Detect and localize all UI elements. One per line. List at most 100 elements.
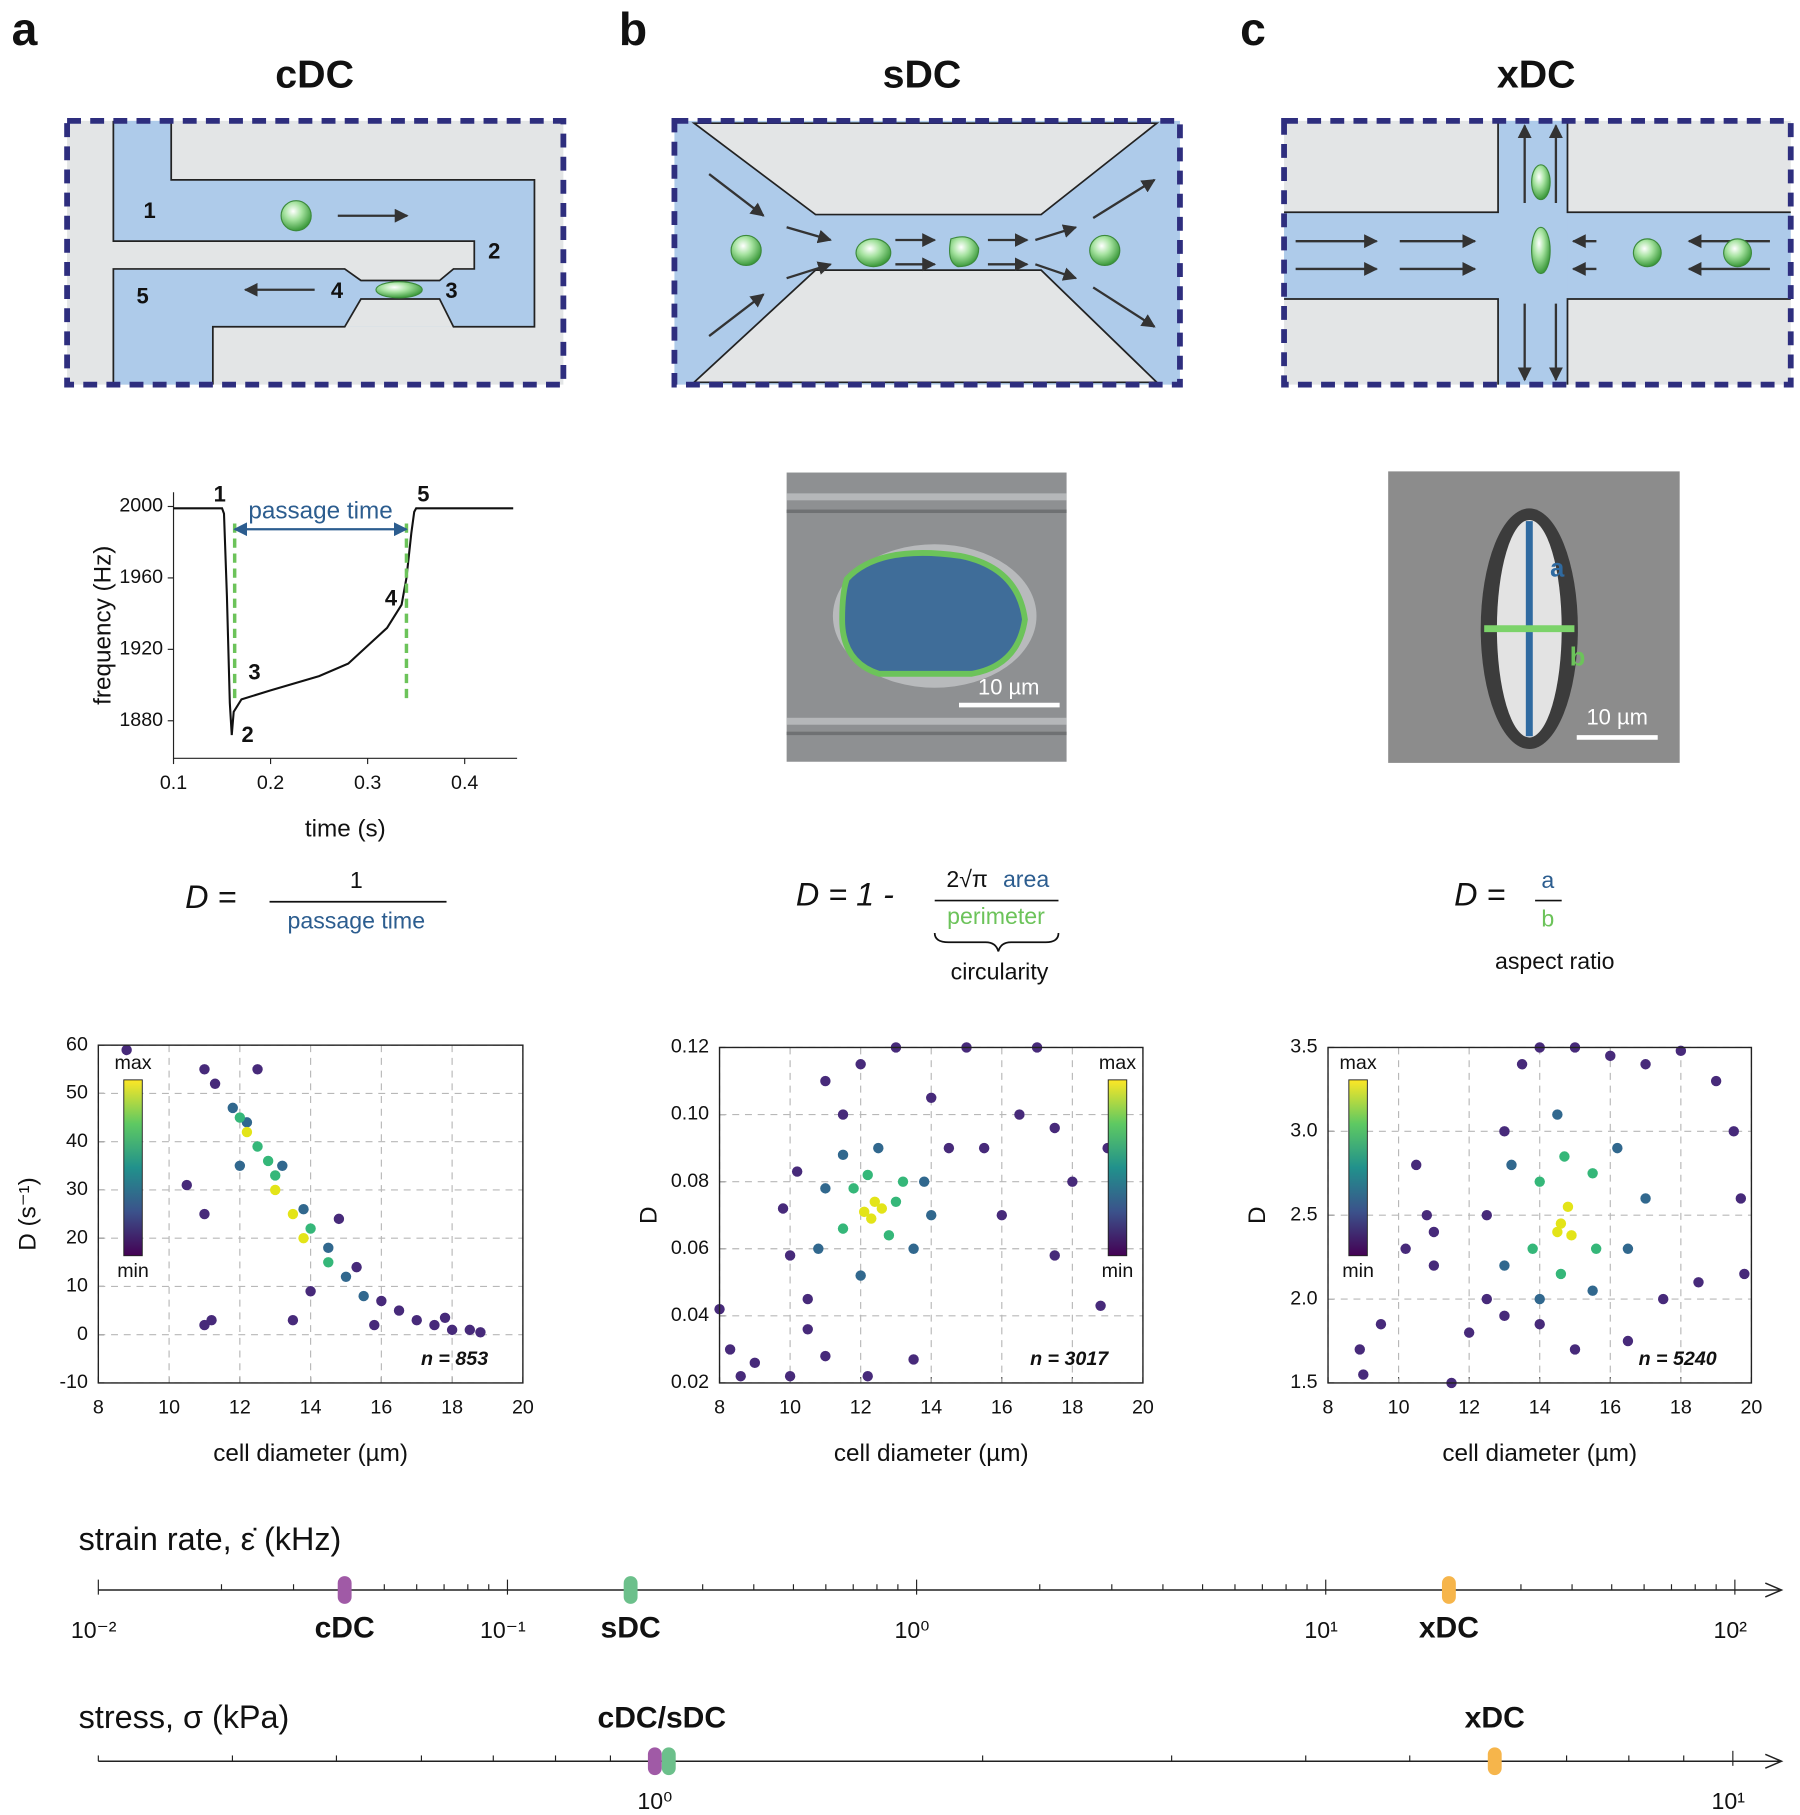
annotation: 1 [214,481,226,506]
point [206,1315,217,1326]
point [323,1242,334,1254]
point [1693,1277,1704,1288]
point [1499,1260,1510,1271]
point [848,1183,859,1194]
point [1587,1168,1598,1179]
channel-diagram-a-part [280,200,312,232]
x-axis-label: time (s) [305,815,386,842]
arrow-label: passage time [248,497,392,524]
x-tick-label: 12 [1458,1397,1480,1419]
point [270,1184,281,1196]
colorbar-label: max [1340,1052,1377,1074]
point [181,1179,192,1191]
point [429,1319,440,1331]
y-tick-label: 3.0 [1290,1120,1317,1142]
point [873,1142,884,1154]
y-tick-label: 2000 [119,495,163,517]
y-tick-label: 0.02 [671,1371,709,1393]
channel-diagram-b-part [1089,234,1121,267]
marker-label: xDC [1419,1611,1479,1644]
x-tick-label: 10⁻² [71,1617,117,1643]
micrograph-b-part [786,493,1067,501]
channel-diagram-a-part [67,241,475,269]
x-tick-label: 16 [370,1397,392,1419]
x-tick-label: 0.1 [160,772,187,794]
formula-caption: aspect ratio [1495,948,1615,974]
micrograph-b-part [786,509,1067,514]
brace [933,932,1060,952]
n-label: n = 3017 [1030,1348,1109,1370]
point [298,1204,309,1215]
axis-line [172,492,518,759]
y-tick-label: 60 [66,1033,88,1055]
point [943,1142,955,1154]
channel-diagram-b-part-part [1035,224,1078,242]
x-axis-label: cell diameter (µm) [213,1440,408,1467]
axis-arrow [1764,1582,1784,1598]
panel-letter: c [1240,3,1266,55]
point [918,1176,930,1187]
point [277,1160,288,1172]
x-tick-label: 0.3 [354,772,381,794]
x-tick-label: 20 [512,1397,534,1419]
panel-title: cDC [275,52,354,96]
channel-diagram-b-part [671,117,1183,388]
point [1428,1226,1440,1238]
scale-label: 10 µm [1586,705,1648,730]
point [1728,1126,1739,1137]
x-tick-label: 14 [1529,1397,1551,1419]
point [855,1059,866,1070]
annotation: 4 [385,586,398,611]
plot-frame [718,1046,1144,1384]
point [1481,1210,1492,1221]
marker [1441,1576,1456,1604]
diagram-label: 2 [488,239,500,264]
point [262,1155,274,1167]
scale-label: 10 µm [978,675,1040,700]
x-tick-label: 10 [158,1397,180,1419]
marker-label: cDC/sDC [597,1702,726,1735]
formula-numerator: area [1003,866,1049,892]
diagram-label: 5 [137,284,149,309]
diagram-label: 1 [143,198,155,223]
point [1566,1230,1577,1241]
x-tick-label: 0.4 [451,772,478,794]
channel-diagram-b-part-part [1034,263,1078,281]
marker [623,1576,638,1604]
point [1562,1201,1574,1213]
x-tick-label: 14 [300,1397,322,1419]
point [735,1371,746,1382]
point [820,1075,831,1087]
channel-diagram-a [64,117,567,388]
point [287,1315,299,1326]
colorbar-label: min [1342,1260,1374,1282]
channel-diagram-b-part-part [786,261,832,280]
micrograph-b-part [958,702,1060,708]
point [1534,1319,1545,1330]
point [411,1315,422,1326]
x-tick-label: 8 [1323,1397,1334,1419]
point [358,1290,369,1302]
y-tick-label: 0.08 [671,1170,709,1192]
x-axis-label: cell diameter (µm) [1442,1440,1637,1467]
micrograph-b-part [786,731,1067,736]
point [305,1223,316,1234]
colorbar [123,1079,143,1257]
channel-diagram-b-part [730,234,762,267]
x-tick-label: 14 [920,1397,942,1419]
channel-diagram-a-part [344,268,454,281]
point [1506,1159,1517,1171]
point [227,1102,238,1114]
micrograph-c [1388,471,1680,763]
point [908,1243,919,1254]
x-tick-label: 16 [1599,1397,1621,1419]
marker [337,1576,352,1604]
point [784,1250,796,1261]
channel-diagram-a-part [344,299,454,327]
point [305,1286,316,1297]
channel-diagram-c-part [1723,238,1752,268]
channel-diagram-b-part-part [708,173,765,217]
point [1534,1176,1545,1187]
channel-diagram-b-part-part [708,293,765,337]
